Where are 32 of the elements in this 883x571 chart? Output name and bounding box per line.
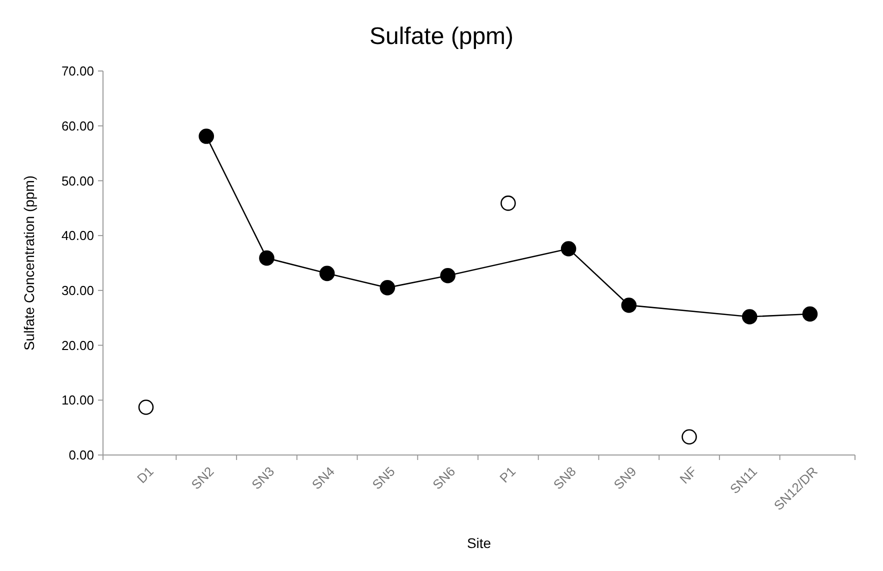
x-tick-label: D1 xyxy=(134,464,156,486)
chart-title: Sulfate (ppm) xyxy=(369,23,514,50)
x-axis-title: Site xyxy=(466,535,492,551)
x-tick-label: NF xyxy=(676,464,700,487)
y-tick-label: 10.00 xyxy=(61,392,94,408)
point xyxy=(621,298,637,313)
x-tick-label: SN6 xyxy=(430,464,458,492)
point xyxy=(802,306,818,322)
point xyxy=(440,268,456,284)
y-axis-title: Sulfate Concentration (ppm) xyxy=(21,175,37,351)
x-tick-label: SN4 xyxy=(308,464,338,492)
point xyxy=(560,241,576,256)
point xyxy=(500,196,516,211)
x-tick-label: SN9 xyxy=(610,464,640,492)
y-tick-label: 20.00 xyxy=(61,338,94,353)
point xyxy=(138,400,154,415)
x-tick-label: SN3 xyxy=(248,464,278,492)
point xyxy=(380,280,396,296)
y-tick-label: 0.00 xyxy=(68,448,94,463)
y-tick-label: 70.00 xyxy=(61,64,94,79)
y-tick-label: 60.00 xyxy=(61,118,94,134)
x-tick-label: P1 xyxy=(496,464,519,486)
point xyxy=(742,309,758,324)
point xyxy=(259,250,274,266)
point xyxy=(682,429,697,445)
x-tick-label: SN2 xyxy=(188,464,217,492)
y-tick-label: 30.00 xyxy=(61,282,94,298)
y-tick-label: 40.00 xyxy=(61,228,94,244)
y-tick-label: 50.00 xyxy=(61,173,94,188)
point xyxy=(198,128,214,144)
point xyxy=(319,266,335,282)
x-tick-label: SN8 xyxy=(550,464,579,492)
